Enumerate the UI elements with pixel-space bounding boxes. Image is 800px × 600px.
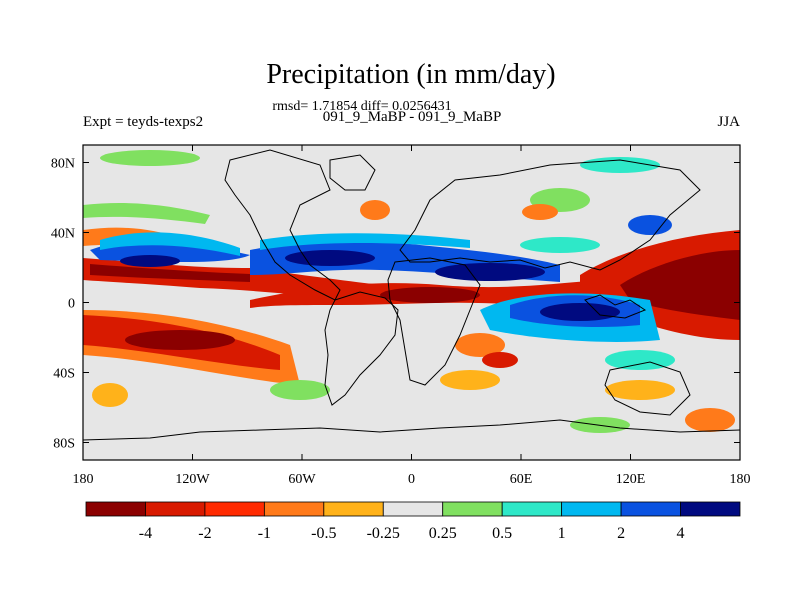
stats-label: rmsd= 1.71854 diff= 0.0256431 [272,99,451,114]
band-npac-cyan [100,232,240,256]
chart-title: Precipitation (in mm/day) [266,59,555,90]
colorbar-label: -4 [139,525,152,542]
x-tick-label: 120E [616,472,646,487]
colorbar-label: 0.25 [429,525,457,542]
colorbar-swatch [263,501,325,517]
blob-southern-green [270,380,330,400]
blob-southern-yellow-3 [605,380,675,400]
precipitation-field [83,145,740,460]
blob-southern-yellow-2 [440,370,500,390]
colorbar-label: 4 [677,525,685,542]
outline-africa [387,257,481,386]
colorbar-label: 1 [558,525,566,542]
colorbar-swatch [501,501,563,517]
colorbar-label: -0.25 [367,525,400,542]
colorbar-label: -2 [198,525,211,542]
colorbar-swatch [204,501,265,517]
colorbar: -4 -2 -1 -0.5 -0.25 0.25 0.5 1 2 4 [85,501,741,542]
x-tick-label: 120W [175,472,210,487]
x-tick-label: 0 [408,472,415,487]
y-tick-label: 40N [51,227,75,242]
x-axis: 180 120W 60W 0 60E 120E 180 [73,145,751,487]
blob-southern-orange-2 [685,408,735,432]
colorbar-swatch [85,501,146,517]
blob-europe-orange [360,200,390,220]
colorbar-label: -1 [258,525,271,542]
colorbar-label: -0.5 [311,525,336,542]
outline-south-america [324,291,399,406]
experiment-label: Expt = teyds-texps2 [83,114,203,130]
season-label: JJA [717,114,740,130]
blob-southern-yellow-1 [92,383,128,407]
band-npac-green [83,203,210,224]
blob-southern-orange [455,333,505,357]
blob-southern-red [482,352,518,368]
colorbar-label: 2 [617,525,625,542]
blob-npac-darkblue [120,255,180,267]
x-tick-label: 180 [730,472,751,487]
band-npac-darkred [90,264,250,282]
outline-north-america [224,149,341,301]
y-tick-label: 80N [51,157,75,172]
colorbar-swatch [561,501,622,517]
continent-outlines [83,149,740,441]
colorbar-swatch [680,501,741,517]
colorbar-swatch [323,501,384,517]
blob-siberia-orange [522,204,558,220]
chart-subtitle: 091_9_MaBP - 091_9_MaBP [323,109,502,125]
blob-atl-darkblue [285,250,375,266]
colorbar-label: 0.5 [492,525,512,542]
blob-japan-blue [628,215,672,235]
colorbar-swatch [620,501,681,517]
blob-arctic-green [100,150,200,166]
x-tick-label: 60E [510,472,533,487]
blob-equator-darkred [380,287,480,303]
blob-indian-darkblue [540,303,620,321]
band-atl-cyan [260,233,470,250]
outline-indonesia [584,294,647,319]
colorbar-swatch [145,501,206,517]
colorbar-swatch [382,501,444,517]
outline-greenland [329,154,376,191]
blob-asia-darkblue [435,263,545,281]
y-tick-label: 40S [53,367,75,382]
outline-eurasia [399,159,701,271]
y-axis: 80N 40N 0 40S 80S [51,157,740,452]
x-tick-label: 60W [288,472,316,487]
y-tick-label: 80S [53,437,75,452]
colorbar-swatch [442,501,503,517]
outline-australia [604,361,691,416]
outline-antarctica [83,419,740,441]
blob-spac-darkred [125,330,235,350]
x-tick-label: 180 [73,472,94,487]
blob-tibet-cyan [520,237,600,253]
y-tick-label: 0 [68,297,75,312]
